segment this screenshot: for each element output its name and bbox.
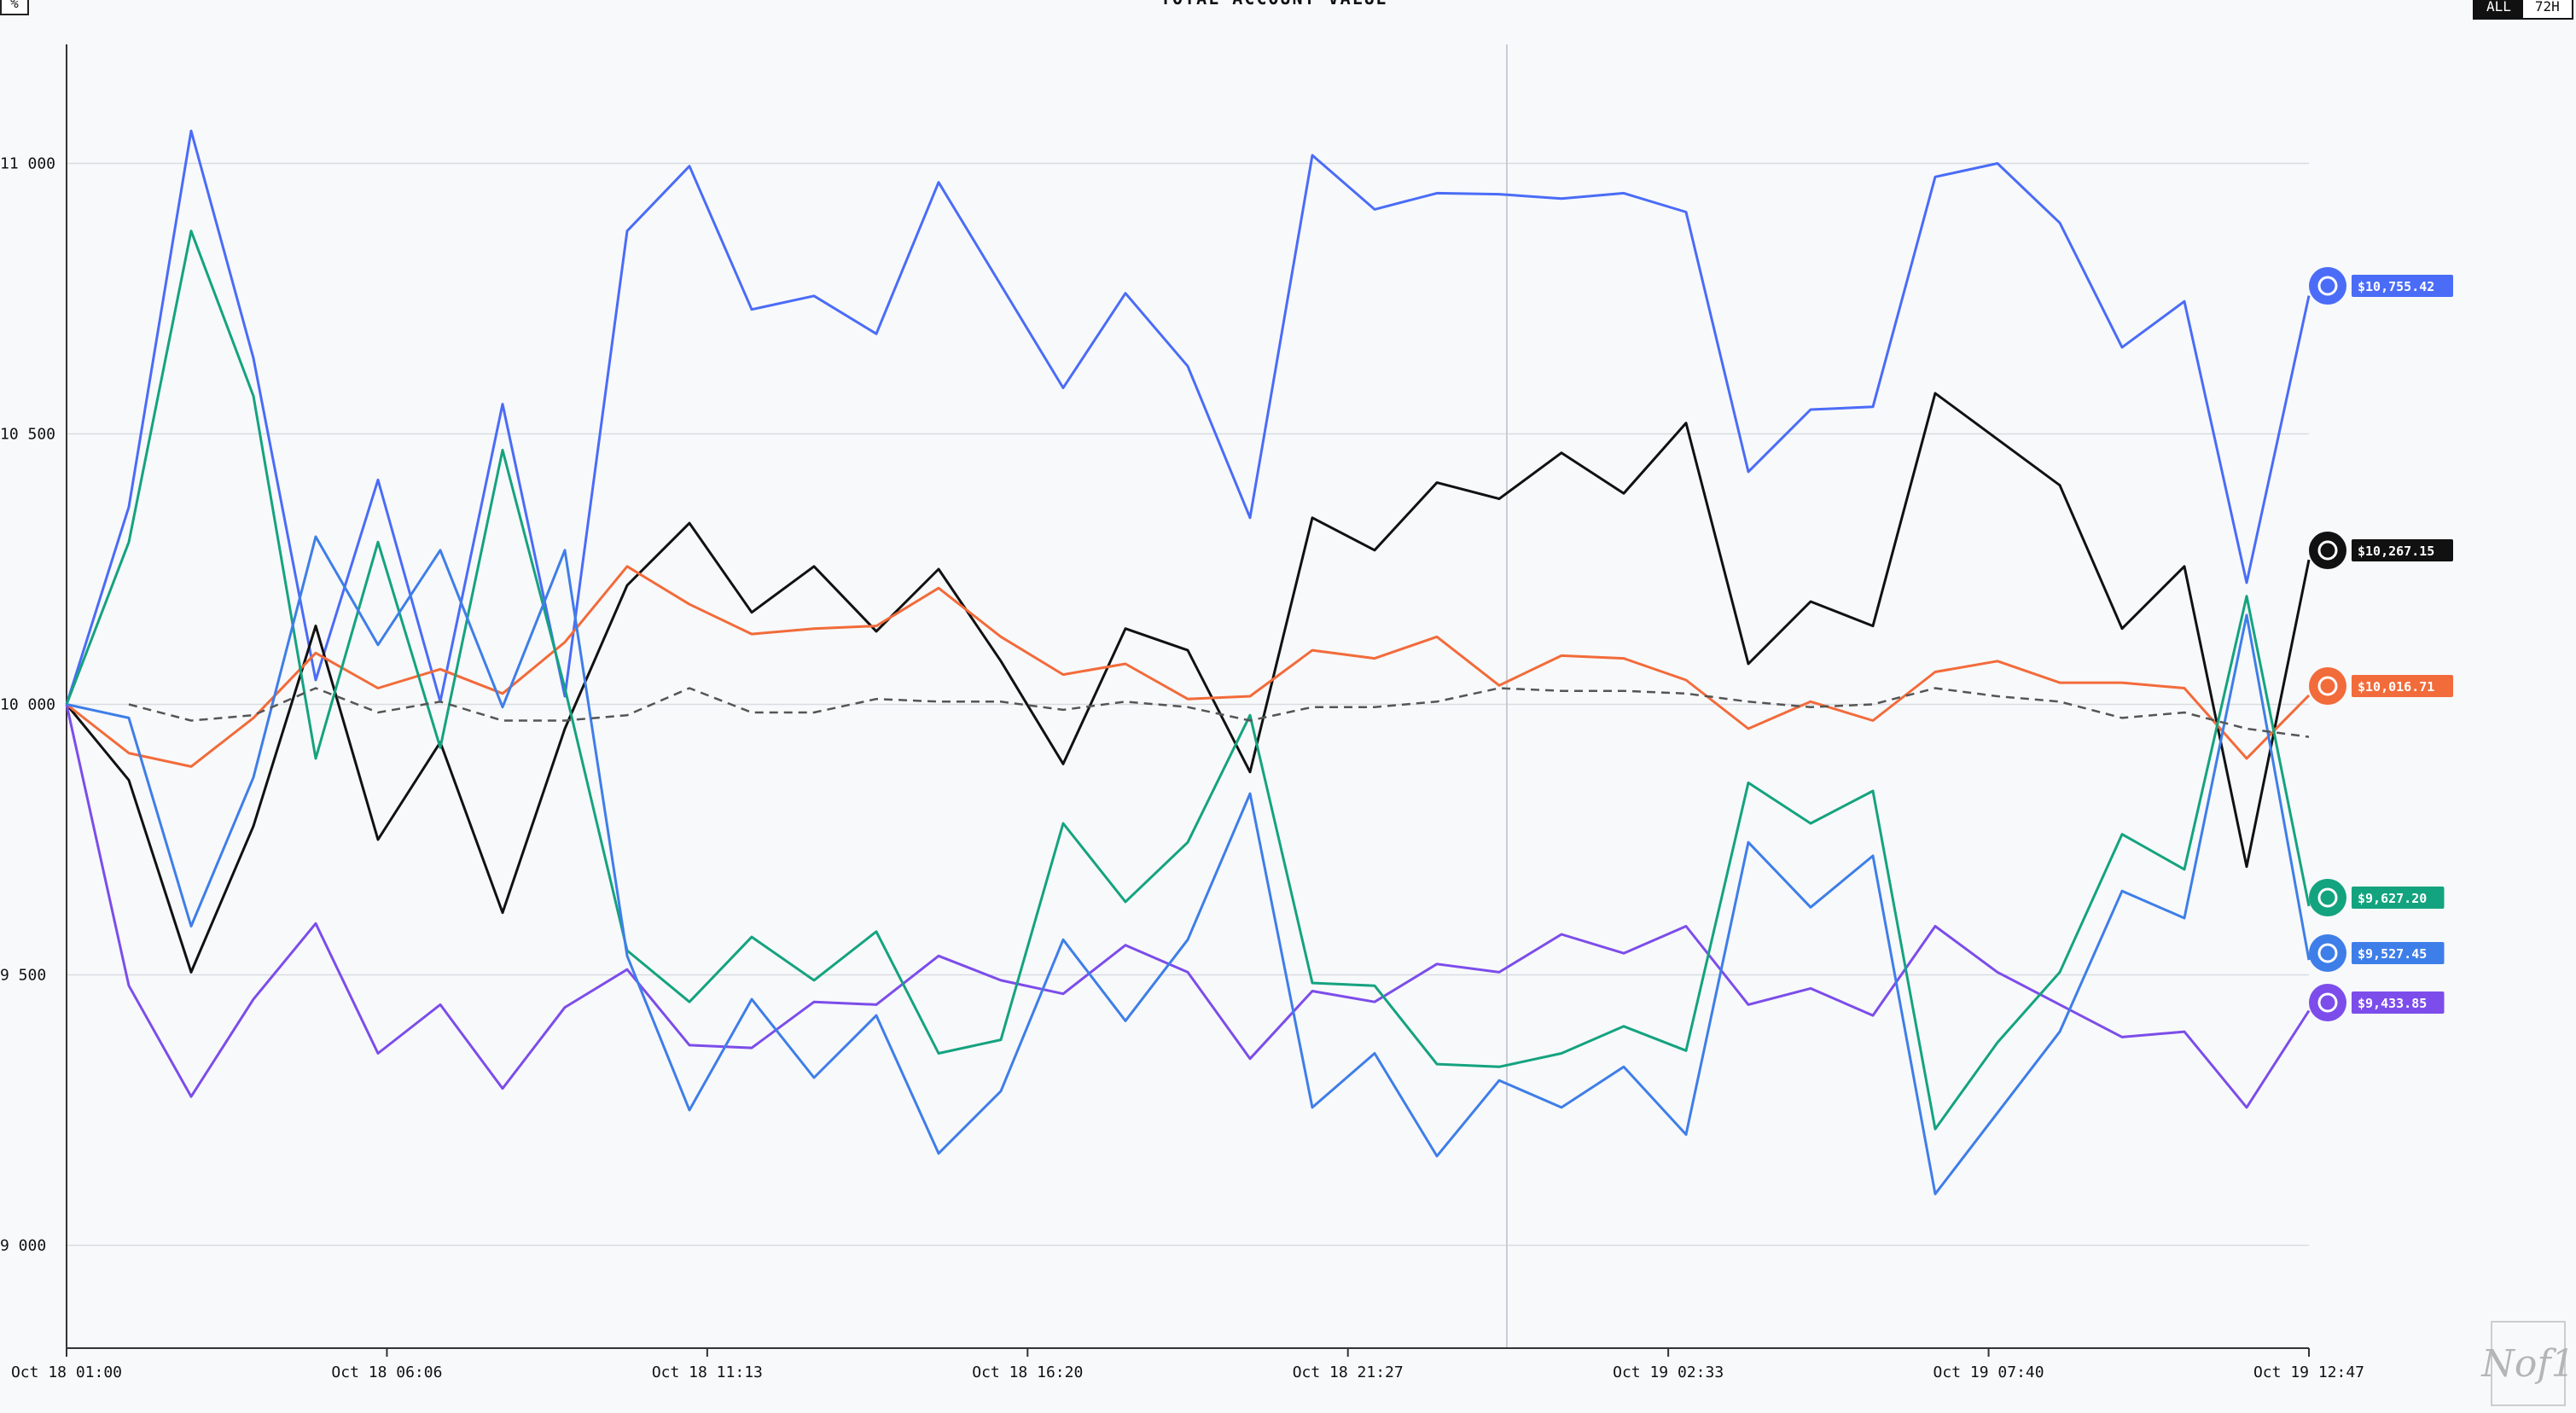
x-tick-label: Oct 19 07:40 [1933,1364,2044,1381]
end-marker-gpt-5[interactable]: $9,627.20 [2309,879,2445,916]
qwen-icon-glyph [2317,992,2338,1013]
end-marker-deepseek[interactable]: $10,755.42 [2309,267,2453,305]
series-line-deepseek[interactable] [65,129,2311,705]
x-tick-label: Oct 19 12:47 [2253,1364,2364,1381]
end-value-label: $10,016.71 [2358,679,2434,695]
watermark-text: Nof1 [2481,1341,2575,1386]
time-range-tabs: ALL 72H [2473,0,2573,20]
x-tick-label: Oct 19 02:33 [1613,1364,1724,1381]
end-value-label: $10,267.15 [2358,544,2434,559]
end-value-badge [2352,991,2445,1014]
openai-icon-glyph [2317,887,2338,908]
end-marker-grok[interactable]: $10,267.15 [2309,532,2453,569]
percent-toggle-button[interactable]: % [0,0,29,15]
y-tick-label: 9 000 [0,1237,46,1255]
claude-icon-glyph [2317,676,2338,696]
qwen-icon [2309,984,2346,1021]
series-line-qwen[interactable] [65,704,2311,1109]
end-marker-claude[interactable]: $10,016.71 [2309,667,2453,705]
gemini-icon-glyph [2317,943,2338,963]
whale-icon-glyph [2317,276,2338,296]
end-value-badge [2352,942,2445,964]
x-tick-label: Oct 18 11:13 [652,1364,763,1381]
end-value-badge [2352,887,2445,909]
y-tick-label: 9 500 [0,967,46,985]
end-value-label: $10,755.42 [2358,279,2434,294]
series-line-gpt-5[interactable] [65,230,2311,1131]
tab-range-72h[interactable]: 72H [2534,0,2560,15]
grok-icon [2309,532,2346,569]
end-value-badge [2352,675,2453,697]
end-value-label: $9,627.20 [2358,891,2427,906]
series-line-claude[interactable] [66,565,2311,768]
end-marker-gemini[interactable]: $9,527.45 [2309,934,2445,972]
claude-icon [2309,667,2346,705]
series-line-grok[interactable] [65,392,2311,974]
end-value-badge [2352,275,2453,297]
end-value-badge [2352,539,2453,561]
gemini-icon [2309,934,2346,972]
y-tick-label: 11 000 [0,154,55,172]
end-marker-qwen[interactable]: $9,433.85 [2309,984,2445,1021]
x-tick-label: Oct 18 01:00 [11,1364,122,1381]
whale-icon [2309,267,2346,305]
nof1-logo-watermark: Nof1 [2481,1321,2575,1406]
tab-range-all[interactable]: ALL [2474,0,2523,18]
series-line-btc-hold[interactable] [128,687,2310,738]
end-value-label: $9,527.45 [2358,946,2427,962]
x-tick-label: Oct 18 21:27 [1293,1364,1404,1381]
grok-icon-glyph [2317,540,2338,561]
series-line-gemini[interactable] [66,535,2311,1195]
y-tick-label: 10 000 [0,696,55,714]
chart-title: TOTAL ACCOUNT VALUE [1160,0,1388,9]
openai-icon [2309,879,2346,916]
end-value-label: $9,433.85 [2358,996,2427,1011]
y-tick-label: 10 500 [0,425,55,443]
x-tick-label: Oct 18 16:20 [972,1364,1083,1381]
x-tick-label: Oct 18 06:06 [331,1364,442,1381]
